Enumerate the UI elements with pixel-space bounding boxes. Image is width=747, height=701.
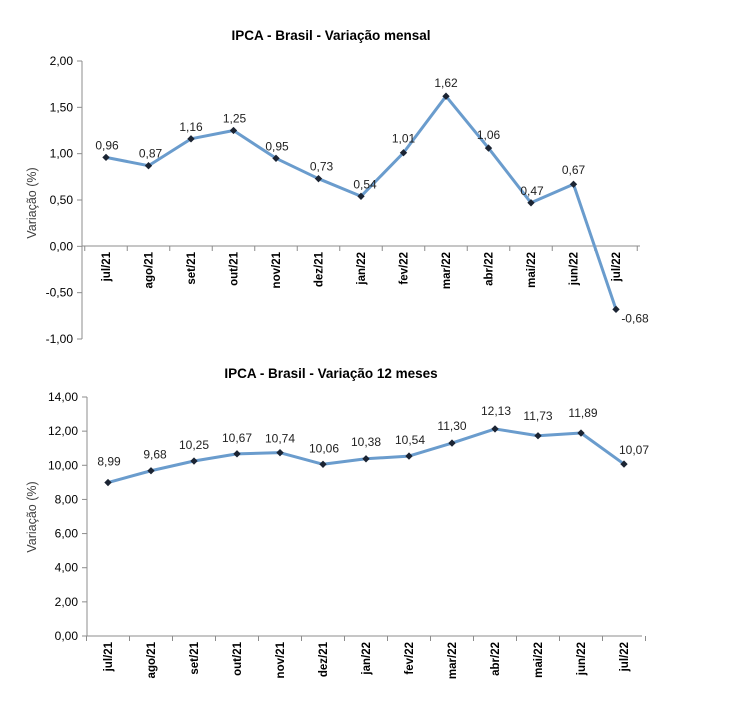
y-tick-label: 10,00	[48, 458, 78, 472]
data-label: 0,87	[139, 147, 163, 161]
x-tick-label: mar/22	[447, 642, 459, 679]
y-tick-label: 4,00	[55, 561, 79, 575]
data-label: 0,54	[353, 177, 377, 191]
data-point	[491, 425, 499, 433]
y-tick-label: 0,00	[55, 629, 79, 643]
data-label: 8,99	[97, 455, 121, 469]
data-point	[147, 467, 155, 475]
x-tick-label: nov/21	[275, 641, 287, 678]
data-label: 9,68	[143, 448, 167, 462]
data-label: 10,74	[265, 432, 295, 446]
data-label: 0,47	[520, 184, 544, 198]
chart-title: IPCA - Brasil - Variação 12 meses	[224, 366, 437, 381]
data-point	[534, 432, 542, 440]
x-tick-label: mar/22	[441, 252, 453, 289]
x-tick-label: jan/22	[356, 252, 368, 286]
data-label: 11,30	[437, 419, 466, 433]
data-point	[276, 448, 284, 457]
y-axis-label: Variação (%)	[25, 167, 39, 238]
chart-monthly-svg: IPCA - Brasil - Variação mensal Variação…	[25, 28, 649, 346]
y-tick-label: 1,00	[50, 147, 74, 161]
x-tick-label: jul/21	[101, 251, 113, 282]
data-label: 10,67	[222, 431, 252, 445]
data-point	[405, 452, 413, 460]
chart-12-month-variation: IPCA - Brasil - Variação 12 meses Variaç…	[0, 355, 747, 696]
data-label: 0,67	[562, 163, 586, 177]
x-tick-label: jul/22	[619, 642, 631, 672]
data-label: 10,38	[351, 435, 381, 449]
data-point	[399, 149, 408, 157]
x-tick-label: jun/22	[576, 642, 588, 676]
x-tick-label: fev/22	[399, 252, 411, 285]
data-point	[102, 153, 110, 162]
data-label: 10,25	[179, 438, 209, 452]
data-label: 0,96	[95, 138, 119, 152]
data-point	[527, 199, 535, 207]
data-label: 1,25	[223, 112, 247, 126]
x-tick-label: jul/21	[103, 641, 115, 672]
x-tick-label: mai/22	[526, 252, 538, 288]
y-tick-label: 1,50	[50, 100, 74, 114]
data-point	[448, 439, 456, 447]
data-point	[229, 126, 238, 135]
x-tick-label: jan/22	[361, 642, 373, 676]
y-tick-label: 0,50	[50, 193, 74, 207]
data-label: 11,89	[568, 406, 597, 420]
data-label: 11,73	[523, 409, 552, 423]
x-tick-label: set/21	[189, 641, 201, 674]
data-point	[357, 192, 365, 200]
x-tick-label: abr/22	[490, 642, 502, 676]
data-label: 1,01	[392, 132, 416, 146]
data-label: 0,95	[265, 139, 289, 153]
y-tick-label: 0,00	[50, 239, 74, 253]
y-axis-label: Variação (%)	[25, 481, 39, 552]
y-tick-label: 2,00	[50, 54, 74, 68]
x-tick-label: jun/22	[569, 252, 581, 286]
data-label: 10,07	[619, 443, 649, 457]
data-point	[272, 154, 280, 162]
data-point	[319, 460, 327, 468]
data-label: 1,06	[477, 128, 501, 142]
data-point	[190, 457, 198, 465]
y-tick-label: -1,00	[46, 332, 74, 346]
x-tick-label: jul/22	[611, 252, 623, 282]
data-point	[612, 305, 620, 314]
data-label: 0,73	[310, 160, 334, 174]
x-tick-label: fev/22	[404, 642, 416, 675]
data-label: 10,54	[395, 433, 425, 447]
data-label: -0,68	[621, 311, 649, 325]
chart-12-month-svg: IPCA - Brasil - Variação 12 meses Variaç…	[25, 366, 649, 679]
y-tick-label: 6,00	[55, 527, 79, 541]
data-point	[620, 460, 628, 468]
x-tick-label: set/21	[186, 251, 198, 284]
x-tick-label: ago/21	[144, 251, 156, 288]
x-tick-label: out/21	[229, 251, 241, 285]
x-tick-label: out/21	[232, 641, 244, 675]
y-tick-label: -0,50	[46, 286, 74, 300]
data-point	[362, 455, 370, 463]
chart-title: IPCA - Brasil - Variação mensal	[231, 28, 430, 43]
data-label: 10,06	[309, 441, 339, 455]
y-tick-label: 2,00	[55, 595, 79, 609]
x-tick-label: nov/21	[271, 251, 283, 288]
x-tick-label: abr/22	[484, 252, 496, 286]
data-point	[144, 162, 153, 170]
y-tick-label: 14,00	[48, 390, 78, 404]
chart-monthly-variation: IPCA - Brasil - Variação mensal Variação…	[25, 28, 649, 346]
x-tick-label: dez/21	[318, 641, 330, 677]
data-point	[104, 478, 112, 487]
x-tick-label: mai/22	[533, 642, 545, 678]
y-tick-label: 12,00	[48, 424, 78, 438]
data-point	[569, 180, 578, 188]
x-tick-label: dez/21	[314, 251, 326, 287]
data-label: 1,62	[434, 76, 458, 90]
data-point	[484, 144, 493, 152]
data-point	[442, 92, 450, 100]
x-tick-label: ago/21	[146, 641, 158, 678]
data-point	[233, 450, 241, 458]
y-tick-label: 8,00	[55, 492, 79, 506]
data-label: 12,13	[481, 404, 511, 418]
data-label: 1,16	[179, 120, 203, 134]
